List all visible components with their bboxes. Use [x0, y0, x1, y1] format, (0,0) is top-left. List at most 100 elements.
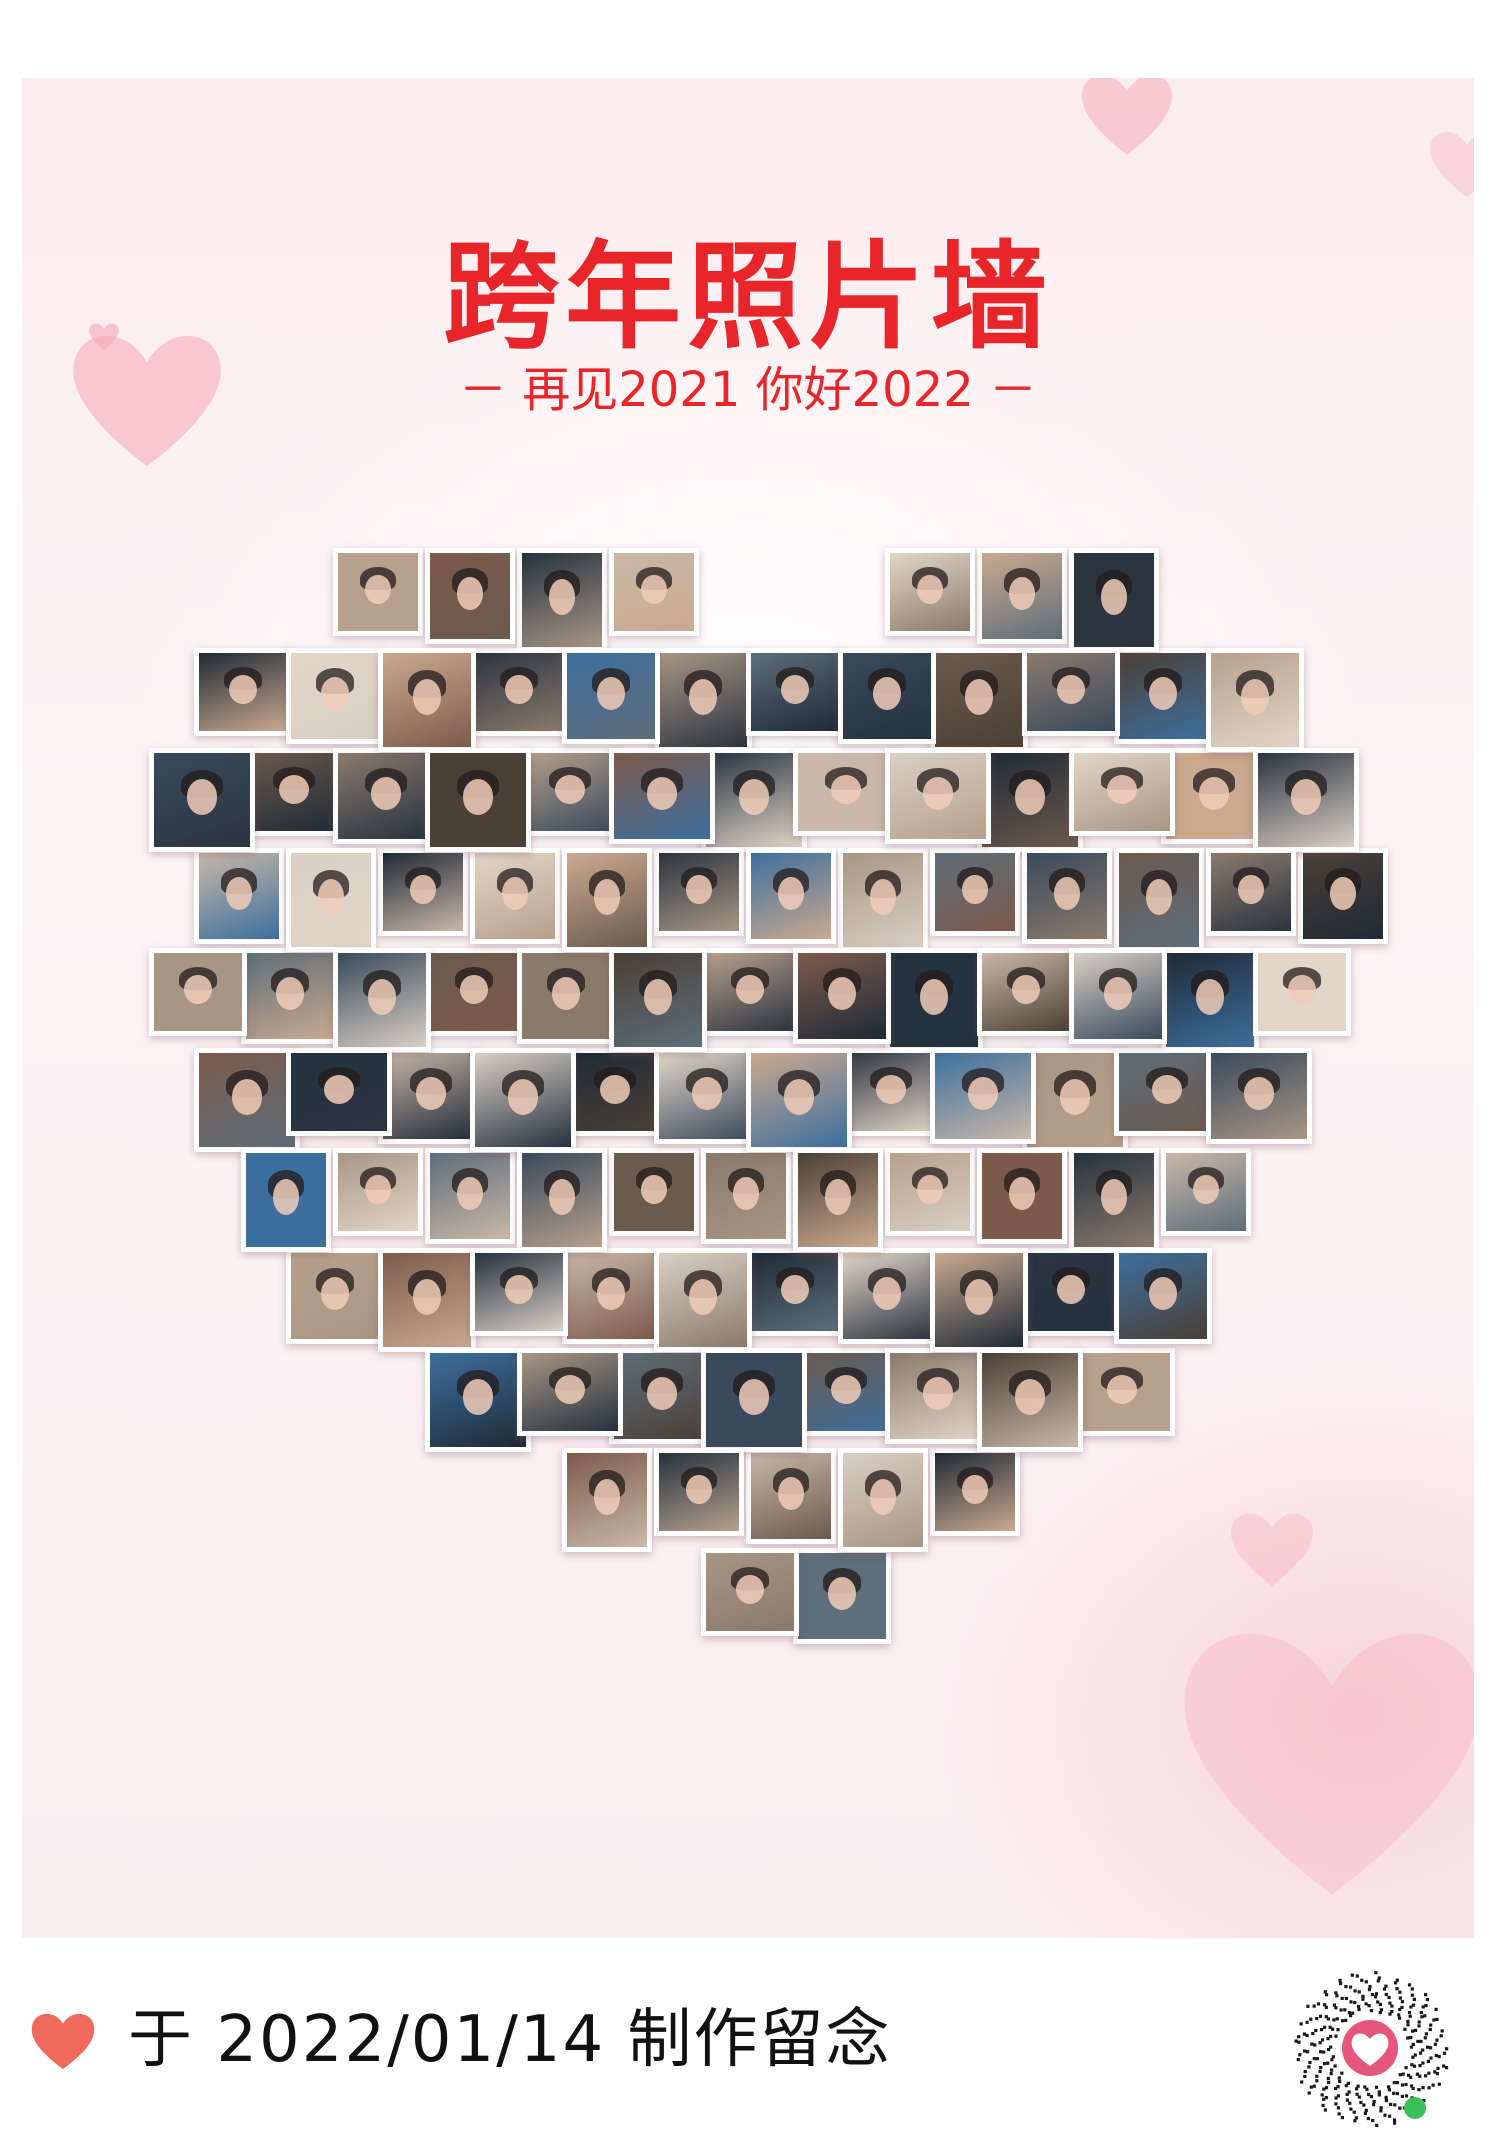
photo-tile[interactable]	[1114, 848, 1204, 952]
photo-tile[interactable]	[609, 748, 715, 844]
photo-tile[interactable]	[930, 1048, 1036, 1144]
photo-tile[interactable]	[838, 1248, 936, 1344]
photo-tile[interactable]	[701, 1348, 807, 1452]
photo-tile[interactable]	[1114, 648, 1212, 744]
photo-tile[interactable]	[470, 1248, 568, 1336]
photo-tile[interactable]	[470, 1048, 576, 1152]
photo-tile[interactable]	[241, 948, 339, 1044]
photo-tile[interactable]	[930, 648, 1028, 752]
photo-tile[interactable]	[885, 948, 983, 1052]
photo-tile[interactable]	[425, 948, 523, 1036]
photo-tile[interactable]	[1253, 948, 1351, 1036]
photo-tile[interactable]	[885, 1148, 975, 1236]
photo-tile[interactable]	[930, 1248, 1028, 1352]
photo-tile[interactable]	[885, 748, 991, 844]
photo-tile[interactable]	[1069, 948, 1167, 1044]
photo-tile[interactable]	[838, 848, 928, 952]
photo-tile[interactable]	[1069, 548, 1159, 652]
photo-tile[interactable]	[701, 1148, 791, 1244]
photo-tile[interactable]	[977, 748, 1083, 852]
photo-tile[interactable]	[517, 1348, 623, 1436]
photo-tile[interactable]	[1206, 848, 1296, 936]
photo-tile[interactable]	[1206, 1048, 1312, 1144]
photo-tile[interactable]	[1161, 948, 1259, 1052]
photo-tile[interactable]	[746, 1048, 852, 1152]
photo-tile[interactable]	[425, 748, 531, 852]
photo-tile[interactable]	[517, 948, 615, 1044]
photo-tile[interactable]	[838, 1448, 928, 1552]
photo-tile[interactable]	[654, 1448, 744, 1536]
photo-tile[interactable]	[1069, 1148, 1159, 1252]
qr-code-icon[interactable]	[1290, 1968, 1450, 2128]
photo-tile[interactable]	[470, 848, 560, 944]
photo-tile[interactable]	[562, 648, 660, 744]
photo-tile[interactable]	[609, 1348, 715, 1444]
photo-tile[interactable]	[701, 748, 807, 852]
photo-tile[interactable]	[241, 1148, 331, 1252]
photo-tile[interactable]	[793, 1548, 891, 1644]
photo-tile[interactable]	[977, 548, 1067, 644]
photo-tile[interactable]	[885, 1348, 991, 1444]
photo-tile[interactable]	[1022, 1048, 1128, 1152]
photo-tile[interactable]	[609, 548, 699, 636]
photo-tile[interactable]	[562, 848, 652, 952]
photo-tile[interactable]	[517, 748, 623, 836]
photo-tile[interactable]	[1069, 748, 1175, 836]
photo-tile[interactable]	[654, 1048, 760, 1144]
photo-tile[interactable]	[241, 748, 347, 836]
photo-tile[interactable]	[977, 1148, 1067, 1244]
photo-tile[interactable]	[793, 1148, 883, 1252]
photo-tile[interactable]	[1298, 848, 1388, 944]
photo-tile[interactable]	[746, 1448, 836, 1544]
photo-tile[interactable]	[149, 748, 255, 852]
photo-tile[interactable]	[1161, 1148, 1251, 1236]
photo-tile[interactable]	[378, 648, 476, 752]
photo-tile[interactable]	[746, 1248, 844, 1336]
photo-tile[interactable]	[562, 1448, 652, 1552]
photo-tile[interactable]	[1022, 1248, 1120, 1336]
photo-tile[interactable]	[977, 1348, 1083, 1452]
photo-tile[interactable]	[286, 1048, 392, 1136]
photo-tile[interactable]	[194, 848, 284, 944]
photo-tile[interactable]	[425, 1348, 531, 1452]
photo-tile[interactable]	[425, 548, 515, 644]
photo-tile[interactable]	[378, 1248, 476, 1352]
photo-tile[interactable]	[1114, 1048, 1220, 1136]
photo-tile[interactable]	[654, 1248, 752, 1352]
photo-tile[interactable]	[1022, 648, 1120, 736]
photo-tile[interactable]	[562, 1248, 660, 1344]
photo-tile[interactable]	[1253, 748, 1359, 852]
photo-tile[interactable]	[838, 648, 936, 744]
photo-tile[interactable]	[149, 948, 247, 1036]
photo-tile[interactable]	[1161, 748, 1267, 844]
photo-tile[interactable]	[286, 648, 384, 744]
photo-tile[interactable]	[930, 1448, 1020, 1536]
photo-tile[interactable]	[333, 1148, 423, 1236]
photo-tile[interactable]	[1114, 1248, 1212, 1344]
photo-tile[interactable]	[286, 848, 376, 952]
photo-tile[interactable]	[793, 1348, 899, 1436]
photo-tile[interactable]	[517, 1148, 607, 1252]
photo-tile[interactable]	[977, 948, 1075, 1036]
photo-tile[interactable]	[1022, 848, 1112, 944]
photo-tile[interactable]	[609, 948, 707, 1052]
photo-tile[interactable]	[286, 1248, 384, 1344]
photo-tile[interactable]	[333, 748, 439, 844]
photo-tile[interactable]	[654, 648, 752, 752]
photo-tile[interactable]	[746, 848, 836, 944]
photo-tile[interactable]	[1069, 1348, 1175, 1436]
photo-tile[interactable]	[517, 548, 607, 652]
photo-tile[interactable]	[378, 848, 468, 936]
photo-tile[interactable]	[378, 1048, 484, 1144]
photo-tile[interactable]	[333, 548, 423, 636]
photo-tile[interactable]	[425, 1148, 515, 1244]
photo-tile[interactable]	[838, 1048, 944, 1136]
photo-tile[interactable]	[194, 1048, 300, 1152]
photo-tile[interactable]	[333, 948, 431, 1052]
photo-tile[interactable]	[746, 648, 844, 736]
photo-tile[interactable]	[609, 1148, 699, 1236]
photo-tile[interactable]	[793, 748, 899, 836]
photo-tile[interactable]	[654, 848, 744, 936]
photo-tile[interactable]	[885, 548, 975, 636]
photo-tile[interactable]	[701, 1548, 799, 1636]
